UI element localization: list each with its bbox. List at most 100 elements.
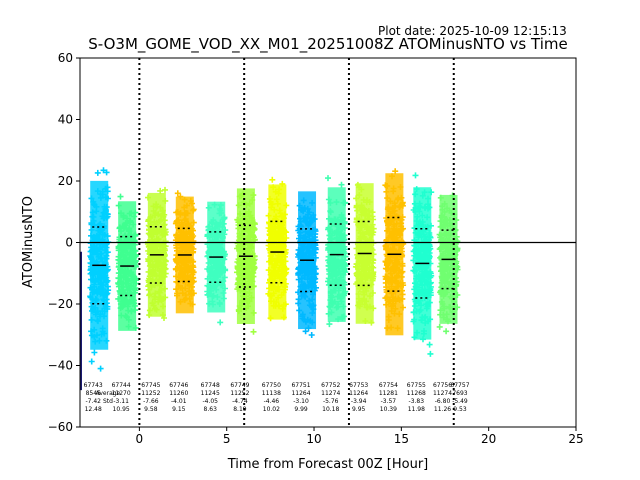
orbit-stat-label: 67749 [230, 382, 249, 389]
y-axis-label: ATOMinusNTO [21, 196, 36, 288]
orbit-stat-label: 11264 [349, 390, 368, 397]
data-point [100, 167, 107, 174]
y-tick-label: −40 [48, 359, 73, 373]
data-point [426, 341, 433, 348]
orbit-stat-label: 67745 [141, 382, 160, 389]
orbit-stat-label: 9.95 [352, 406, 366, 413]
orbit-stat-label: 8.19 [233, 406, 247, 413]
orbit-stat-label: 11138 [262, 390, 281, 397]
data-point [103, 169, 110, 176]
points-layer [80, 167, 461, 391]
data-point [162, 186, 168, 193]
y-tick-label: 60 [58, 51, 73, 65]
data-point [157, 187, 164, 194]
orbit-stat-label: 11245 [201, 390, 220, 397]
stat-caption: Average [96, 390, 121, 397]
data-point [412, 172, 419, 179]
orbit-stat-label: 11.98 [408, 406, 425, 413]
orbit-stat-label: 11264 [291, 390, 310, 397]
orbit-stat-label: 67756 [433, 382, 452, 389]
orbit-stat-label: 67746 [169, 382, 188, 389]
data-point [269, 176, 276, 183]
x-tick-label: 20 [481, 432, 496, 446]
orbit-stat-label: 11268 [407, 390, 426, 397]
orbit-stat-label: 11270 [112, 390, 131, 397]
orbit-stat-label: 67751 [291, 382, 310, 389]
orbit-stat-label: 67752 [321, 382, 340, 389]
y-tick-label: 0 [65, 236, 73, 250]
orbit-stat-label: 10.39 [380, 406, 397, 413]
orbit-stat-label: -3.57 [381, 398, 397, 405]
orbit-stat-label: -4.74 [232, 398, 248, 405]
orbit-stat-label: 11260 [169, 390, 188, 397]
data-point [88, 358, 95, 365]
orbit-stat-label: 10.95 [113, 406, 130, 413]
orbit-stat-label: 67755 [407, 382, 426, 389]
orbit-cluster-67743 [87, 167, 112, 372]
plot-date: Plot date: 2025-10-09 12:15:13 [378, 24, 567, 38]
y-tick-label: 20 [58, 174, 73, 188]
orbit-stat-label: 8.63 [204, 406, 218, 413]
x-axis-label: Time from Forecast 00Z [Hour] [227, 457, 429, 472]
orbit-cluster-67753 [352, 181, 377, 326]
data-point [217, 319, 224, 326]
orbit-stat-label: 9.99 [294, 406, 308, 413]
orbit-stat-label: 9.58 [144, 406, 158, 413]
x-tick-label: 0 [136, 432, 144, 446]
data-point [427, 350, 434, 357]
orbit-stat-label: 67754 [379, 382, 398, 389]
orbit-cluster-67755 [410, 172, 435, 357]
orbit-cluster-67756 [436, 192, 461, 335]
orbit-stat-label: -6.80 [435, 398, 451, 405]
orbit-stat-label: -4.46 [264, 398, 280, 405]
orbit-cluster-67746 [172, 190, 197, 314]
orbit-cluster-67754 [382, 168, 407, 336]
orbit-stat-label: 11252 [230, 390, 249, 397]
chart-title: S-O3M_GOME_VOD_XX_M01_20251008Z ATOMinus… [88, 35, 567, 54]
orbit-stat-label: 10.18 [322, 406, 339, 413]
orbit-stat-label: 67744 [112, 382, 131, 389]
data-point [174, 190, 181, 197]
orbit-stat-label: -5.76 [323, 398, 339, 405]
orbit-stat-label: -3.10 [293, 398, 309, 405]
data-point [325, 175, 331, 182]
orbit-stat-label: 10.02 [263, 406, 280, 413]
y-tick-label: −20 [48, 297, 73, 311]
orbit-stat-label: -3.11 [113, 398, 129, 405]
orbit-stat-label: -4.05 [202, 398, 218, 405]
stat-caption: Std [103, 398, 113, 405]
orbit-cluster-67744 [115, 193, 140, 331]
data-point [97, 365, 104, 372]
x-tick-label: 25 [568, 432, 583, 446]
orbit-stat-label: -3.83 [409, 398, 425, 405]
data-point [94, 169, 101, 176]
orbit-stat-label: 11252 [141, 390, 160, 397]
orbit-cluster-67752 [325, 175, 349, 328]
data-point [308, 332, 315, 338]
data-point [436, 323, 443, 330]
data-point [302, 328, 309, 335]
orbit-cluster-67751 [295, 191, 319, 338]
y-tick-label: −60 [48, 420, 73, 434]
orbit-stat-label: 67748 [201, 382, 220, 389]
x-tick-label: 15 [394, 432, 409, 446]
data-point [338, 181, 345, 188]
orbit-stat-label: 67753 [349, 382, 368, 389]
orbit-stat-label: 11.26 [434, 406, 451, 413]
orbit-stat-label: -4.01 [171, 398, 187, 405]
orbit-cluster-67750 [265, 176, 290, 322]
orbit-stat-label: 67743 [84, 382, 103, 389]
orbit-stat-label: 9.15 [172, 406, 186, 413]
x-tick-label: 10 [306, 432, 321, 446]
orbit-stat-label: 67750 [262, 382, 281, 389]
orbit-stat-label: -3.94 [351, 398, 367, 405]
orbit-cluster-67749 [234, 188, 258, 335]
data-point [250, 328, 257, 335]
data-point [392, 168, 399, 175]
orbit-stat-label: 9.53 [453, 406, 467, 413]
y-tick-label: 40 [58, 113, 73, 127]
orbit-stat-label: -7.42 [85, 398, 101, 405]
orbit-stat-label: -5.49 [452, 398, 468, 405]
